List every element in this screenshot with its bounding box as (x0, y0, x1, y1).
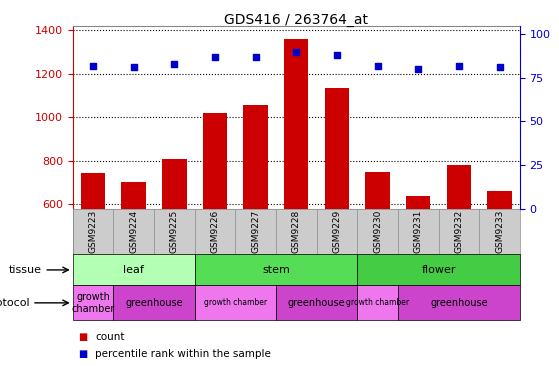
Bar (121, 183, 146, 209)
Point (292, 49, 301, 55)
Text: GSM9229: GSM9229 (333, 210, 342, 253)
Text: stem: stem (262, 265, 290, 275)
Text: growth chamber: growth chamber (203, 298, 267, 307)
Text: ■: ■ (78, 332, 88, 342)
Text: GDS416 / 263764_at: GDS416 / 263764_at (224, 13, 368, 27)
Text: ■: ■ (78, 349, 88, 359)
Bar (73, 254, 195, 285)
Point (88, 63, 97, 69)
Text: GSM9224: GSM9224 (129, 210, 138, 253)
Point (129, 64, 138, 70)
Point (414, 66, 423, 72)
Text: GSM9230: GSM9230 (373, 210, 382, 253)
Bar (73, 285, 113, 320)
Point (251, 54, 260, 60)
Text: GSM9231: GSM9231 (414, 210, 423, 253)
Point (373, 63, 382, 69)
Bar (276, 285, 357, 320)
Text: greenhouse: greenhouse (288, 298, 345, 308)
Bar (447, 165, 471, 209)
Bar (284, 39, 309, 209)
Bar (113, 285, 195, 320)
Text: count: count (95, 332, 125, 342)
Text: GSM9232: GSM9232 (454, 210, 463, 253)
Bar (357, 254, 520, 285)
Text: GSM9225: GSM9225 (170, 210, 179, 253)
Bar (398, 285, 520, 320)
Bar (366, 172, 390, 209)
Point (495, 64, 504, 70)
Bar (195, 254, 357, 285)
Point (170, 61, 179, 67)
Bar (325, 88, 349, 209)
Bar (357, 285, 398, 320)
Text: tissue: tissue (9, 265, 42, 275)
Bar (406, 196, 430, 209)
Point (333, 52, 342, 58)
Text: GSM9223: GSM9223 (88, 210, 97, 253)
Point (454, 63, 463, 69)
Text: growth
chamber: growth chamber (72, 292, 115, 314)
Text: GSM9233: GSM9233 (495, 210, 504, 253)
Text: GSM9228: GSM9228 (292, 210, 301, 253)
Text: greenhouse: greenhouse (125, 298, 183, 308)
Point (211, 54, 220, 60)
Text: GSM9226: GSM9226 (210, 210, 220, 253)
Text: growth protocol: growth protocol (0, 298, 30, 308)
Bar (243, 105, 268, 209)
Bar (81, 173, 105, 209)
Text: GSM9227: GSM9227 (251, 210, 260, 253)
Text: growth chamber: growth chamber (346, 298, 409, 307)
Bar (195, 285, 276, 320)
Bar (162, 158, 187, 209)
Text: percentile rank within the sample: percentile rank within the sample (95, 349, 271, 359)
Text: greenhouse: greenhouse (430, 298, 487, 308)
Text: leaf: leaf (123, 265, 144, 275)
Bar (487, 191, 511, 209)
Bar (203, 113, 227, 209)
Text: flower: flower (421, 265, 456, 275)
